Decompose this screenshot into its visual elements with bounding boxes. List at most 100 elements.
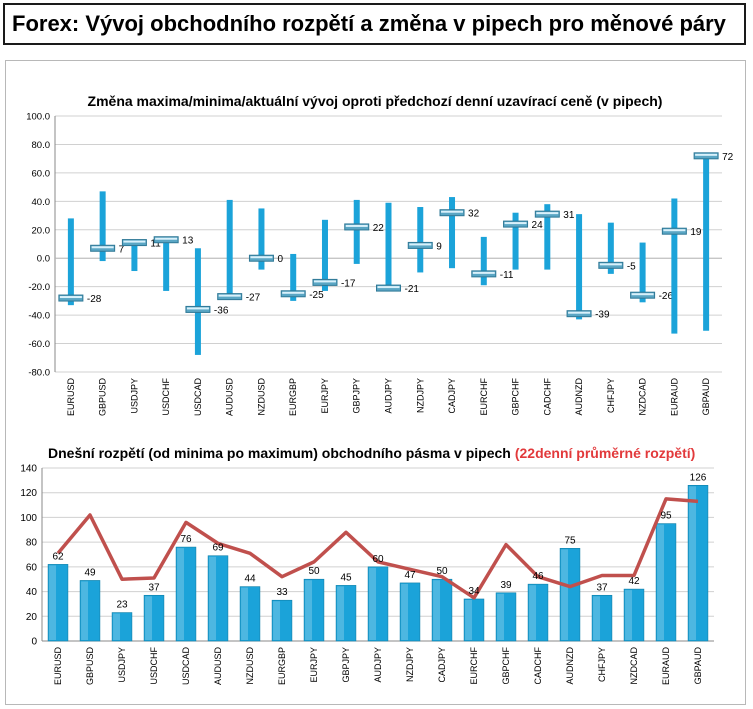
chart1-category-label: CADJPY	[447, 378, 457, 414]
chart1-current-marker-highlight	[123, 240, 146, 243]
chart1-value-label: 13	[182, 236, 194, 247]
chart1-category-label: NZDCAD	[638, 378, 648, 416]
chart1-category-label: CHFJPY	[606, 378, 616, 413]
chart2-category-label: AUDUSD	[213, 647, 223, 686]
chart2-value-label: 95	[660, 511, 672, 522]
chart2-category-label: CHFJPY	[597, 647, 607, 682]
chart1-current-marker	[185, 305, 211, 313]
chart2-y-tick-label: 120	[20, 488, 37, 499]
chart2-y-tick-label: 140	[20, 464, 37, 475]
chart1-range-bar	[544, 204, 551, 270]
chart1-range-bar	[703, 152, 710, 331]
chart2-bar	[591, 594, 613, 642]
chart2-bar-shine	[689, 486, 697, 640]
chart1-current-marker-highlight	[504, 222, 527, 225]
chart2-bar-shine	[273, 601, 281, 640]
chart2-value-label: 33	[276, 587, 288, 598]
chart2-bar	[399, 582, 421, 642]
chart2-value-label: 44	[244, 574, 256, 585]
chart1-value-label: -26	[659, 291, 674, 302]
chart1-current-marker-highlight	[250, 256, 273, 259]
chart1-value-label: -27	[246, 293, 261, 304]
chart1-category-label: EURAUD	[669, 378, 679, 417]
chart2-category-label: GBPJPY	[341, 647, 351, 683]
chart2-category-label: AUDJPY	[373, 647, 383, 683]
chart1-category-label: NZDUSD	[256, 378, 266, 416]
chart2-y-tick-label: 40	[26, 587, 38, 598]
chart2-bar	[207, 555, 229, 642]
chart1-current-marker-highlight	[59, 296, 82, 299]
chart1-range-bar	[639, 242, 646, 303]
chart2-value-label: 45	[340, 572, 352, 583]
chart1-value-label: -21	[405, 284, 420, 295]
chart1-current-marker-highlight	[663, 229, 686, 232]
chart1-value-label: -36	[214, 305, 229, 316]
chart2-category-label: EURJPY	[309, 647, 319, 683]
chart1-value-label: 32	[468, 209, 480, 220]
chart2-bar	[495, 592, 517, 642]
chart1-value-label: 19	[690, 227, 702, 238]
chart2-bar-shine	[625, 590, 633, 640]
chart2-average-line	[56, 497, 699, 600]
chart1-range-bar	[290, 253, 297, 301]
chart1-range-bar	[607, 222, 614, 274]
chart2-value-label: 34	[468, 586, 480, 597]
chart2-bar-shine	[337, 586, 345, 640]
chart1-current-marker-highlight	[282, 291, 305, 294]
chart1-category-label: NZDJPY	[415, 378, 425, 413]
chart1-category-label: GBPCHF	[511, 378, 521, 416]
chart2-bar-shine	[529, 585, 537, 640]
chart2-bar-shine	[561, 549, 569, 640]
chart1-y-tick-label: 80.0	[32, 140, 51, 151]
chart2-category-label: NZDCAD	[629, 647, 639, 685]
chart2-value-label: 75	[564, 535, 576, 546]
chart1-y-tick-label: -40.0	[28, 311, 50, 322]
chart2-category-label: EURCHF	[469, 646, 479, 684]
chart2-value-label: 47	[404, 570, 416, 581]
chart1-current-marker-highlight	[536, 212, 559, 215]
chart2-value-label: 50	[436, 566, 448, 577]
chart1-value-label: 72	[722, 152, 734, 163]
chart1-current-marker-highlight	[568, 311, 591, 314]
chart2-value-label: 126	[690, 472, 707, 483]
chart2-bar	[335, 585, 357, 642]
chart1-current-marker-highlight	[599, 263, 622, 266]
chart1-category-label: AUDNZD	[574, 378, 584, 416]
chart2-y-tick-label: 20	[26, 612, 38, 623]
chart2-bar-shine	[369, 567, 377, 640]
chart1-category-label: USDCHF	[161, 377, 171, 415]
chart2-category-label: EURAUD	[661, 647, 671, 686]
chart2-category-label: EURUSD	[53, 647, 63, 686]
chart2-category-label: EURGBP	[277, 647, 287, 685]
chart1-y-tick-label: -80.0	[28, 368, 50, 379]
chart1-value-label: -17	[341, 278, 356, 289]
chart1-y-tick-label: 20.0	[32, 225, 51, 236]
chart2-value-label: 50	[308, 566, 320, 577]
chart2-bar	[175, 546, 197, 642]
chart2-category-label: CADCHF	[533, 646, 543, 684]
chart1-category-label: AUDUSD	[225, 378, 235, 417]
chart1-range-bar	[226, 199, 233, 296]
chart1-y-tick-label: 0.0	[37, 254, 50, 265]
page-title: Forex: Vývoj obchodního rozpětí a změna …	[12, 11, 726, 36]
chart2-value-label: 37	[148, 582, 160, 593]
chart1-range-bar	[67, 218, 74, 306]
chart1-range-bar	[353, 199, 360, 264]
chart1-current-marker-highlight	[377, 286, 400, 289]
chart2-value-label: 37	[596, 582, 608, 593]
chart2-bar	[47, 564, 69, 642]
chart1-range-bar	[321, 219, 328, 291]
chart1-category-label: EURGBP	[288, 378, 298, 416]
chart2-bar-shine	[145, 596, 153, 640]
chart2-category-label: USDCAD	[181, 647, 191, 686]
chart1-range-bar	[671, 198, 678, 334]
chart1-category-label: GBPAUD	[701, 378, 711, 416]
chart1-category-label: GBPUSD	[98, 378, 108, 417]
chart1-current-marker-highlight	[186, 307, 209, 310]
chart2-value-label: 42	[628, 576, 640, 587]
range-change-chart: Změna maxima/minima/aktuální vývoj oprot…	[26, 93, 734, 417]
chart2-y-tick-label: 0	[31, 637, 37, 648]
chart1-range-bar	[480, 236, 487, 286]
chart1-y-tick-label: -60.0	[28, 339, 50, 350]
chart2-bar	[559, 548, 581, 642]
